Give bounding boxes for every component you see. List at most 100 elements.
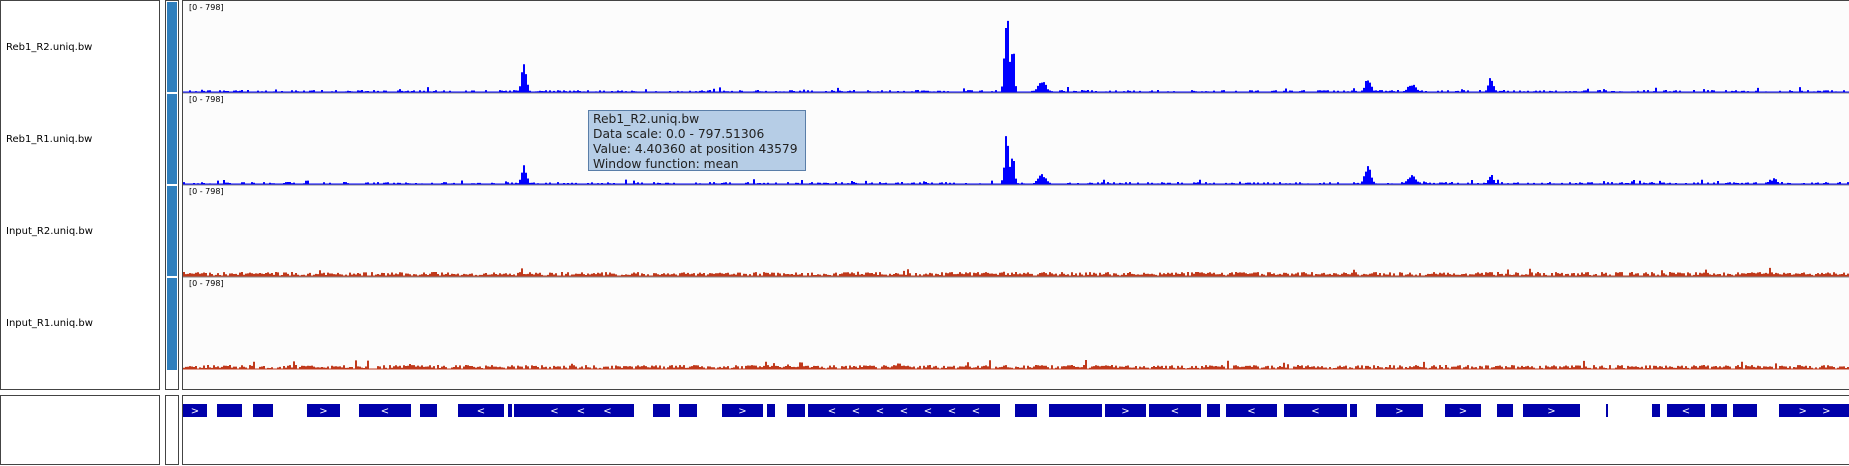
strand-arrow-icon: > (738, 406, 746, 417)
gene-feature[interactable] (767, 404, 775, 417)
gene-feature[interactable]: < (1226, 404, 1277, 417)
gene-features[interactable]: > > < < < < < > < < < < < < < > < < < > > > < > > (183, 396, 1849, 466)
gene-feature[interactable] (1049, 404, 1102, 417)
gene-exon (653, 404, 670, 417)
strand-arrow-icon: < (1311, 406, 1319, 417)
attribute-cell[interactable] (167, 278, 177, 370)
signal-track-2[interactable] (183, 136, 1849, 185)
gene-exon (1284, 404, 1347, 417)
attribute-cell[interactable] (167, 94, 177, 184)
tooltip-data-scale: Data scale: 0.0 - 797.51306 (593, 127, 765, 141)
gene-feature[interactable] (1015, 404, 1037, 417)
gene-feature[interactable]: > (1376, 404, 1423, 417)
strand-arrow-icon: < (948, 406, 956, 417)
gene-feature[interactable] (217, 404, 242, 417)
gene-exon (722, 404, 763, 417)
signal-area (183, 267, 1849, 276)
gene-feature[interactable] (1606, 404, 1608, 417)
gene-feature[interactable] (787, 404, 805, 417)
gene-feature[interactable]: > (722, 404, 763, 417)
gene-exon (1207, 404, 1220, 417)
attribute-cell[interactable] (167, 2, 177, 92)
strand-arrow-icon: > (1822, 406, 1830, 417)
gene-feature[interactable]: < < < < < < < (808, 404, 1000, 417)
track-name-input-r2[interactable]: Input_R2.uniq.bw (6, 226, 93, 237)
strand-arrow-icon: < (603, 406, 611, 417)
strand-arrow-icon: > (319, 406, 327, 417)
gene-feature[interactable] (1733, 404, 1757, 417)
gene-exon (514, 404, 528, 417)
data-range-label: [0 - 798] (189, 3, 224, 12)
gene-exon (508, 404, 512, 417)
strand-arrow-icon: < (828, 406, 836, 417)
gene-feature[interactable]: > (307, 404, 340, 417)
gene-exon (1015, 404, 1037, 417)
strand-arrow-icon: > (1798, 406, 1806, 417)
strand-arrow-icon: < (381, 406, 389, 417)
track-name-reb1-r1[interactable]: Reb1_R1.uniq.bw (6, 134, 93, 145)
gene-feature[interactable]: < (359, 404, 411, 417)
gene-feature[interactable]: > (1523, 404, 1580, 417)
strand-arrow-icon: < (900, 406, 908, 417)
tooltip-value: Value: 4.40360 at position 43579 (593, 142, 798, 156)
gene-exon (1733, 404, 1757, 417)
strand-arrow-icon: < (1247, 406, 1255, 417)
gene-feature[interactable] (679, 404, 697, 417)
feature-attribute-panel (165, 395, 179, 465)
tooltip-track-name: Reb1_R2.uniq.bw (593, 112, 700, 126)
gene-exon (1445, 404, 1481, 417)
gene-exon (1523, 404, 1580, 417)
gene-feature[interactable] (1350, 404, 1357, 417)
gene-feature[interactable] (420, 404, 437, 417)
signal-area (183, 136, 1849, 184)
signal-track-3[interactable] (183, 267, 1849, 277)
gene-feature[interactable] (514, 404, 528, 417)
signal-tracks[interactable] (183, 1, 1849, 391)
data-range-label: [0 - 798] (189, 95, 224, 104)
gene-feature[interactable]: < (1284, 404, 1347, 417)
signal-track-1[interactable] (183, 20, 1849, 93)
track-name-reb1-r2[interactable]: Reb1_R2.uniq.bw (6, 42, 93, 53)
track-name-input-r1[interactable]: Input_R1.uniq.bw (6, 318, 93, 329)
gene-feature[interactable]: > (1445, 404, 1481, 417)
gene-exon (808, 404, 1000, 417)
gene-exon (359, 404, 411, 417)
gene-feature[interactable] (1207, 404, 1220, 417)
gene-exon (253, 404, 273, 417)
data-panel[interactable]: [0 - 798] [0 - 798] [0 - 798] [0 - 798] (182, 0, 1849, 390)
gene-exon (1226, 404, 1277, 417)
gene-feature[interactable]: > > (1779, 404, 1849, 417)
attribute-cell[interactable] (167, 186, 177, 276)
strand-arrow-icon: > (1121, 406, 1129, 417)
gene-feature[interactable]: < (458, 404, 504, 417)
strand-arrow-icon: < (1682, 406, 1690, 417)
strand-arrow-icon: < (972, 406, 980, 417)
gene-feature[interactable]: > (183, 404, 207, 417)
gene-feature[interactable] (1711, 404, 1727, 417)
gene-feature[interactable] (508, 404, 512, 417)
gene-exon (1049, 404, 1102, 417)
gene-feature[interactable] (1652, 404, 1660, 417)
strand-arrow-icon: > (1547, 406, 1555, 417)
signal-track-4[interactable] (183, 360, 1849, 370)
gene-feature[interactable] (253, 404, 273, 417)
data-range-label: [0 - 798] (189, 279, 224, 288)
gene-feature[interactable] (1497, 404, 1513, 417)
signal-area (183, 20, 1849, 92)
feature-track-name-panel (0, 395, 160, 465)
gene-exon (217, 404, 242, 417)
gene-exon (1779, 404, 1849, 417)
strand-arrow-icon: < (1171, 406, 1179, 417)
gene-exon (183, 404, 207, 417)
gene-feature[interactable]: < (1667, 404, 1705, 417)
gene-feature[interactable]: < (1149, 404, 1201, 417)
strand-arrow-icon: < (550, 406, 558, 417)
gene-feature[interactable]: < < < (528, 404, 634, 417)
gene-exon (1652, 404, 1660, 417)
gene-feature[interactable] (653, 404, 670, 417)
strand-arrow-icon: > (191, 406, 199, 417)
gene-feature[interactable]: > (1105, 404, 1146, 417)
gene-exon (528, 404, 634, 417)
gene-track-panel[interactable]: > > < < < < < > < < < < < < < > < < < > > > < > > (182, 395, 1849, 465)
gene-exon (1711, 404, 1727, 417)
